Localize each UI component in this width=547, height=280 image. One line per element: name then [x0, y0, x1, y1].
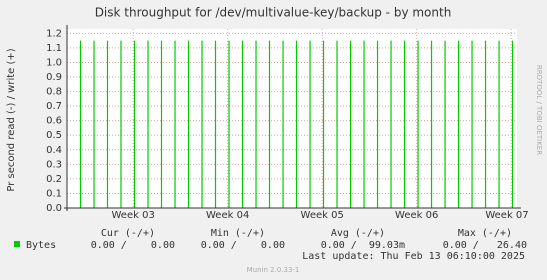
legend-swatch	[14, 241, 20, 247]
stats-header: Avg (-/+)	[331, 228, 385, 239]
y-tick-label: 1.1	[46, 43, 62, 54]
last-update: Last update: Thu Feb 13 06:10:00 2025	[302, 251, 525, 262]
y-tick-label: 1.2	[46, 28, 62, 39]
chart-title: Disk throughput for /dev/multivalue-key/…	[95, 6, 452, 20]
stats-header: Max (-/+)	[458, 228, 512, 239]
y-tick-label: 0.4	[46, 145, 62, 156]
y-tick-label: 1.0	[46, 57, 62, 68]
footer: Munin 2.0.33-1	[247, 266, 300, 274]
stats-cell: 0.00 / 0.00	[201, 240, 285, 251]
y-tick-label: 0.6	[46, 116, 62, 127]
x-tick-label: Week 03	[112, 210, 155, 221]
y-tick-label: 0.9	[46, 72, 62, 83]
stats-header: Cur (-/+)	[101, 228, 155, 239]
legend-name: Bytes	[26, 240, 56, 251]
x-tick-label: Week 05	[301, 210, 344, 221]
x-tick-label: Week 07	[485, 210, 528, 221]
stats-header: Min (-/+)	[211, 228, 265, 239]
y-tick-label: 0.2	[46, 174, 62, 185]
plot-area	[67, 29, 517, 208]
y-tick-label: 0.0	[46, 203, 62, 214]
y-tick-label: 0.3	[46, 159, 62, 170]
y-tick-label: 0.8	[46, 87, 62, 98]
stats-cell: 0.00 / 0.00	[91, 240, 175, 251]
x-tick-label: Week 06	[395, 210, 438, 221]
x-tick-label: Week 04	[206, 210, 249, 221]
stats-cell: 0.00 / 26.40	[443, 240, 527, 251]
stats-cell: 0.00 / 99.03m	[321, 240, 405, 251]
y-axis-label: Pr second read (-) / write (+)	[6, 48, 17, 191]
y-tick-label: 0.7	[46, 101, 62, 112]
y-tick-label: 0.1	[46, 188, 62, 199]
y-tick-label: 0.5	[46, 130, 62, 141]
side-label: RRDTOOL / TOBI OETIKER	[535, 65, 543, 155]
